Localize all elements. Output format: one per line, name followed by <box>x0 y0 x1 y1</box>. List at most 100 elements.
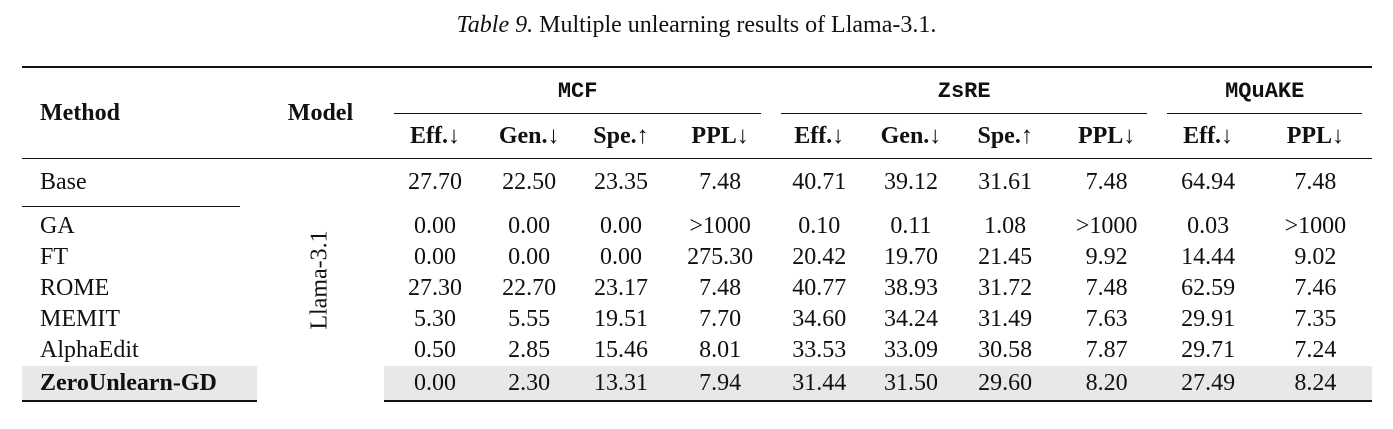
value-cell: 14.44 <box>1181 244 1236 270</box>
value-cell: 5.30 <box>414 306 456 332</box>
value-cell: 31.61 <box>954 158 1056 205</box>
value-cell: 38.93 <box>883 275 938 301</box>
value-cell: 27.30 <box>408 275 462 301</box>
header-group-mcf: MCF <box>384 66 771 114</box>
value-cell: 7.94 <box>669 366 771 402</box>
metric-header: Gen.↓ <box>880 122 942 149</box>
value-cell: 15.46 <box>593 337 648 363</box>
value-cell: 5.55 <box>508 306 551 332</box>
results-table: Method Model MCF ZsRE MQuAKE Eff.↓ Gen.↓… <box>22 66 1372 402</box>
caption-text: Multiple unlearning results of Llama-3.1… <box>539 12 937 38</box>
value-cell: 30.58 <box>978 337 1033 363</box>
table-row: MEMIT 5.30 5.55 19.51 7.70 34.60 34.24 3… <box>22 304 1372 335</box>
caption-label: Table 9. <box>456 12 534 38</box>
metric-header: Eff.↓ <box>410 122 460 149</box>
metric-header: PPL↓ <box>691 122 749 149</box>
table-row: GA 0.00 0.00 0.00 >1000 0.10 0.11 1.08 >… <box>22 205 1372 242</box>
header-group-mquake: MQuAKE <box>1157 66 1372 114</box>
value-cell: 0.10 <box>798 213 841 239</box>
base-row-rule <box>22 206 240 207</box>
value-cell: 0.00 <box>599 213 642 239</box>
table-row: AlphaEdit 0.50 2.85 15.46 8.01 33.53 33.… <box>22 335 1372 366</box>
value-cell: 40.77 <box>792 275 847 301</box>
method-cell: GA <box>40 213 75 239</box>
value-cell: 0.11 <box>890 213 932 239</box>
value-cell: 7.63 <box>1085 306 1128 332</box>
value-cell: 27.70 <box>384 158 486 205</box>
header-model: Model <box>256 66 385 159</box>
value-cell: 64.94 <box>1157 158 1259 205</box>
table-caption: Table 9. Multiple unlearning results of … <box>0 12 1393 39</box>
value-cell: 275.30 <box>687 244 754 270</box>
value-cell: 34.24 <box>883 306 938 332</box>
header-row-groups: Method Model MCF ZsRE MQuAKE <box>22 66 1372 159</box>
value-cell: 9.02 <box>1294 244 1337 270</box>
value-cell: 7.48 <box>1085 275 1128 301</box>
value-cell: 0.03 <box>1187 213 1230 239</box>
model-cell: Llama-3.1 <box>256 158 385 401</box>
value-cell: 0.50 <box>414 337 456 363</box>
value-cell: >1000 <box>689 213 751 239</box>
metric-header: Gen.↓ <box>498 122 560 149</box>
value-cell: 8.01 <box>699 337 742 363</box>
value-cell: 9.92 <box>1085 244 1128 270</box>
value-cell: 0.00 <box>508 213 551 239</box>
value-cell: 20.42 <box>792 244 847 270</box>
value-cell: 0.00 <box>599 244 642 270</box>
value-cell: 7.48 <box>669 158 771 205</box>
metric-header: PPL↓ <box>1286 122 1345 149</box>
value-cell: 7.48 <box>1055 158 1158 205</box>
table-row-highlighted: ZeroUnlearn-GD 0.00 2.30 13.31 7.94 31.4… <box>22 366 1372 402</box>
value-cell: 33.53 <box>792 337 847 363</box>
method-cell: Base <box>22 158 257 205</box>
value-cell: 29.91 <box>1181 306 1236 332</box>
value-cell: 7.24 <box>1294 337 1337 363</box>
value-cell: 2.30 <box>485 366 573 402</box>
value-cell: 33.09 <box>883 337 938 363</box>
table-row: Base Llama-3.1 27.70 22.50 23.35 7.48 40… <box>22 158 1372 401</box>
value-cell: 39.12 <box>867 158 955 205</box>
metric-header: PPL↓ <box>1077 122 1136 149</box>
header-group-zsre: ZsRE <box>770 66 1158 114</box>
value-cell: 19.70 <box>883 244 938 270</box>
value-cell: 31.44 <box>770 366 868 402</box>
value-cell: 31.49 <box>978 306 1033 332</box>
value-cell: 7.87 <box>1085 337 1128 363</box>
method-cell: ZeroUnlearn-GD <box>22 366 257 402</box>
metric-header: Eff.↓ <box>1183 122 1234 149</box>
value-cell: 7.70 <box>699 306 742 332</box>
value-cell: 8.20 <box>1055 366 1158 402</box>
value-cell: 29.71 <box>1181 337 1236 363</box>
value-cell: >1000 <box>1075 213 1138 239</box>
method-cell: MEMIT <box>40 306 120 332</box>
header-method: Method <box>22 66 257 159</box>
value-cell: 2.85 <box>508 337 551 363</box>
value-cell: 1.08 <box>984 213 1027 239</box>
value-cell: 22.70 <box>502 275 557 301</box>
metric-header: Spe.↑ <box>593 122 649 149</box>
table-row: FT 0.00 0.00 0.00 275.30 20.42 19.70 21.… <box>22 242 1372 273</box>
method-cell: ROME <box>40 275 110 301</box>
value-cell: 19.51 <box>593 306 648 332</box>
value-cell: 7.46 <box>1294 275 1337 301</box>
value-cell: 8.24 <box>1258 366 1372 402</box>
value-cell: 7.48 <box>1258 158 1372 205</box>
value-cell: 23.17 <box>593 275 648 301</box>
method-cell: AlphaEdit <box>40 337 139 363</box>
table-row: ROME 27.30 22.70 23.17 7.48 40.77 38.93 … <box>22 273 1372 304</box>
value-cell: 31.72 <box>978 275 1033 301</box>
value-cell: 34.60 <box>792 306 847 332</box>
value-cell: 31.50 <box>867 366 955 402</box>
model-name: Llama-3.1 <box>306 230 333 330</box>
metric-header: Eff.↓ <box>794 122 845 149</box>
header-row-metrics: Eff.↓ Gen.↓ Spe.↑ PPL↓ Eff.↓ Gen.↓ Spe.↑… <box>22 114 1372 159</box>
value-cell: 27.49 <box>1157 366 1259 402</box>
value-cell: 0.00 <box>414 213 456 239</box>
value-cell: >1000 <box>1284 213 1347 239</box>
value-cell: 22.50 <box>485 158 573 205</box>
value-cell: 7.35 <box>1294 306 1337 332</box>
value-cell: 40.71 <box>770 158 868 205</box>
value-cell: 23.35 <box>572 158 670 205</box>
value-cell: 0.00 <box>414 244 456 270</box>
value-cell: 0.00 <box>384 366 486 402</box>
